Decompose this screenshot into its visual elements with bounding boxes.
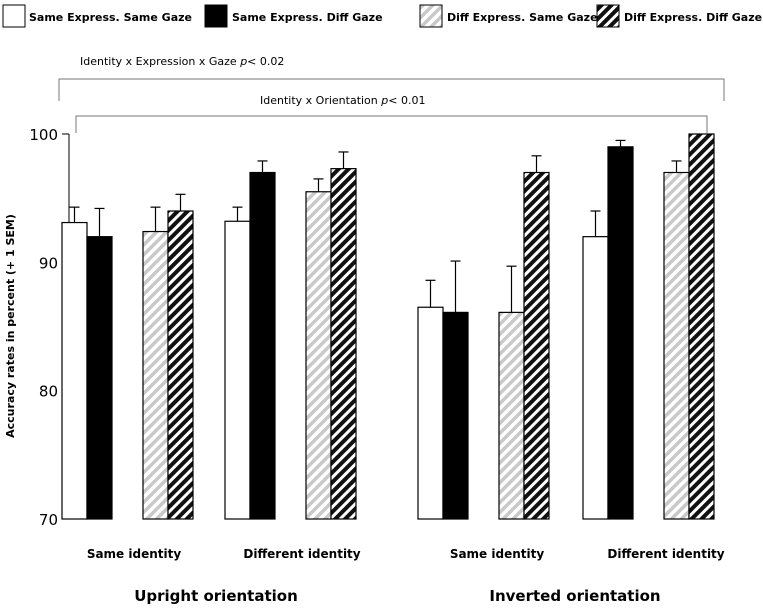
bar-group1-same-expr-same-gaze — [61, 221, 88, 520]
legend-label-same-expr-diff-gaze: Same Express. Diff Gaze — [232, 11, 383, 24]
y-tick-label-80: 80 — [39, 383, 58, 401]
legend-swatch-diff-expr-diff-gaze — [596, 4, 620, 28]
x-labels: Same identity Different identity Same iden… — [87, 547, 725, 605]
bar-group4-diff-expr-same-gaze — [663, 171, 690, 520]
bar-group4-same-expr-diff-gaze — [607, 146, 634, 520]
annotations: Identity x Expression x Gaze p< 0.02 Ide… — [58, 55, 725, 133]
bar-group1-same-expr-diff-gaze — [86, 236, 113, 520]
y-tick-label-70: 70 — [39, 511, 58, 529]
bar-group2-diff-expr-diff-gaze — [330, 168, 357, 520]
legend-label-diff-expr-same-gaze: Diff Express. Same Gaze — [447, 11, 598, 24]
y-tick-label-90: 90 — [39, 254, 58, 272]
x-label-orientation-1: Upright orientation — [134, 587, 298, 605]
error-bars — [69, 139, 682, 313]
annotation-two-way: Identity x Orientation p< 0.01 — [260, 94, 425, 107]
legend: Same Express. Same Gaze Same Express. Di… — [2, 4, 762, 28]
legend-swatch-same-expr-same-gaze — [2, 4, 26, 28]
bar-group2-diff-expr-same-gaze — [305, 191, 332, 520]
legend-swatch-diff-expr-same-gaze — [419, 4, 443, 28]
annotation-three-way: Identity x Expression x Gaze p< 0.02 — [80, 55, 284, 68]
legend-swatch-same-expr-diff-gaze — [204, 4, 228, 28]
bar-group1-diff-expr-diff-gaze — [167, 210, 194, 520]
legend-label-diff-expr-diff-gaze: Diff Express. Diff Gaze — [624, 11, 762, 24]
bar-group4-diff-expr-diff-gaze — [688, 133, 715, 520]
x-label-identity-4: Different identity — [607, 547, 724, 561]
annotation-bracket-three-way — [58, 78, 725, 101]
x-label-identity-3: Same identity — [450, 547, 545, 561]
y-axis-label: Accuracy rates in percent (+ 1 SEM) — [4, 214, 17, 438]
x-label-identity-2: Different identity — [243, 547, 360, 561]
bar-group2-same-expr-same-gaze — [224, 220, 251, 520]
bar-group3-same-expr-diff-gaze — [442, 311, 469, 520]
bar-group1-diff-expr-same-gaze — [142, 230, 169, 520]
bar-group3-diff-expr-same-gaze — [498, 311, 525, 520]
annotation-bracket-two-way — [75, 115, 708, 133]
bars — [61, 133, 715, 520]
x-label-identity-1: Same identity — [87, 547, 182, 561]
bar-group3-diff-expr-diff-gaze — [523, 171, 550, 520]
bar-group2-same-expr-diff-gaze — [249, 171, 276, 520]
bar-group4-same-expr-same-gaze — [582, 236, 609, 520]
legend-label-same-expr-same-gaze: Same Express. Same Gaze — [29, 11, 192, 24]
bar-group3-same-expr-same-gaze — [417, 306, 444, 520]
x-label-orientation-2: Inverted orientation — [489, 587, 660, 605]
y-tick-label-100: 100 — [29, 126, 58, 144]
